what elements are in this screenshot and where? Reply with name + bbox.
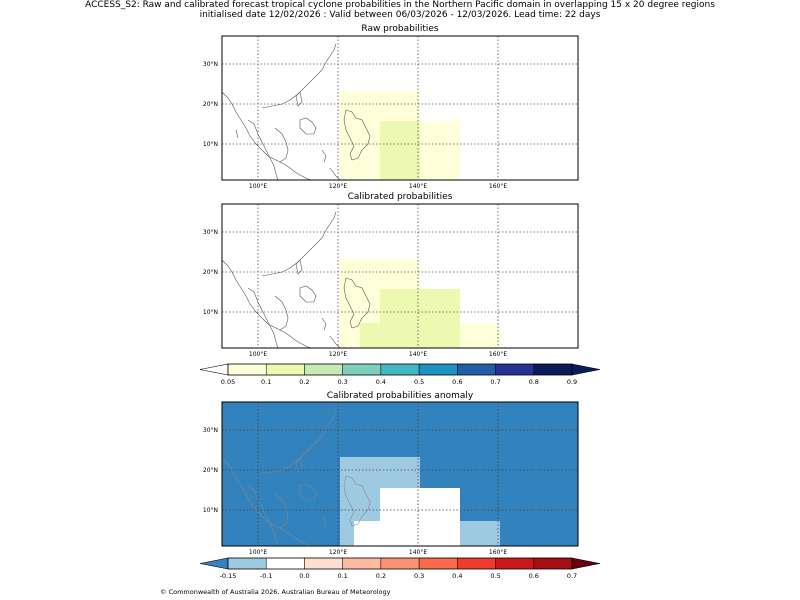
anom-colorbar-segment — [418, 557, 458, 570]
prob-colorbar-tick-label: 0.05 — [221, 378, 235, 386]
anom-colorbar-segment — [227, 557, 267, 570]
raw-lon-label: 160°E — [489, 183, 507, 190]
anom-colorbar-segment — [533, 557, 573, 570]
anom-colorbar-tick-label: 0.0 — [299, 572, 309, 580]
anom-lon-label: 100°E — [249, 549, 267, 556]
raw-lat-label: 20°N — [203, 101, 218, 108]
raw-regions — [340, 91, 460, 180]
prob-colorbar-segment — [495, 363, 535, 376]
cal-lon-label: 120°E — [329, 351, 347, 358]
anom-colorbar-segment — [457, 557, 496, 570]
prob-colorbar-segment — [380, 363, 420, 376]
anom-colorbar-tick-label: 0.3 — [414, 572, 424, 580]
prob-colorbar-over-arrow — [571, 363, 601, 376]
anom-colorbar-tick-label: 0.2 — [376, 572, 386, 580]
anomaly-region-white — [354, 521, 380, 546]
calibrated-panel-title: Calibrated probabilities — [347, 192, 453, 202]
prob-colorbar-under-arrow — [199, 363, 229, 376]
raw-lat-label: 30°N — [203, 61, 218, 68]
prob-colorbar-tick-label: 0.7 — [490, 378, 500, 386]
prob-colorbar-tick-label: 0.8 — [529, 378, 539, 386]
prob-colorbar-segment — [227, 363, 267, 376]
anom-colorbar-segments — [227, 557, 573, 570]
anomaly-region-light — [460, 521, 500, 546]
prob-colorbar-tick-label: 0.1 — [261, 378, 271, 386]
anom-lon-label: 160°E — [489, 549, 507, 556]
anom-colorbar-tick-label: 0.6 — [529, 572, 539, 580]
calibrated-map-frame — [221, 203, 579, 349]
raw-region-mid — [380, 121, 420, 180]
prob-colorbar-segment — [304, 363, 343, 376]
anom-lon-label: 120°E — [329, 549, 347, 556]
prob-colorbar-segment — [533, 363, 573, 376]
raw-lon-label: 140°E — [409, 183, 427, 190]
prob-colorbar-ticks: 0.05 0.1 0.2 0.3 0.4 0.5 0.6 0.7 0.8 0.9 — [221, 378, 577, 386]
anom-lat-label: 10°N — [203, 507, 218, 514]
prob-colorbar-segment — [418, 363, 458, 376]
cal-region-low — [460, 323, 500, 348]
calibrated-coastline — [221, 211, 371, 349]
anom-lat-label: 30°N — [203, 427, 218, 434]
prob-colorbar-tick-label: 0.2 — [299, 378, 309, 386]
anom-colorbar-segment — [342, 557, 382, 570]
prob-colorbar-segment — [265, 363, 305, 376]
probability-colorbar: 0.05 0.1 0.2 0.3 0.4 0.5 0.6 0.7 0.8 0.9 — [199, 363, 601, 386]
calibrated-gridlines — [222, 204, 578, 348]
anom-colorbar-segment — [380, 557, 420, 570]
anom-colorbar-tick-label: 0.7 — [567, 572, 577, 580]
anom-colorbar-ticks: -0.15 -0.1 0.0 0.1 0.2 0.3 0.4 0.5 0.6 0.7 — [220, 572, 578, 580]
anomaly-map-frame — [221, 401, 579, 547]
anom-lon-label: 140°E — [409, 549, 427, 556]
anom-colorbar-segment — [304, 557, 343, 570]
raw-lat-label: 10°N — [203, 141, 218, 148]
anomaly-region-white — [380, 488, 460, 546]
raw-coastline — [221, 43, 371, 181]
anom-colorbar-tick-label: -0.1 — [260, 572, 273, 580]
anomaly-gridlines — [222, 402, 578, 546]
anom-lat-label: 20°N — [203, 467, 218, 474]
cal-region-mid — [380, 289, 460, 348]
cal-lat-label: 30°N — [203, 229, 218, 236]
cal-lon-label: 100°E — [249, 351, 267, 358]
anom-colorbar-under-arrow — [199, 557, 229, 570]
raw-gridlines — [222, 36, 578, 180]
anom-colorbar-tick-label: 0.4 — [452, 572, 462, 580]
anom-colorbar-tick-label: -0.15 — [220, 572, 237, 580]
raw-lon-label: 120°E — [329, 183, 347, 190]
cal-lon-label: 140°E — [409, 351, 427, 358]
anomaly-panel-title: Calibrated probabilities anomaly — [326, 391, 474, 401]
anomaly-regions — [222, 402, 578, 546]
prob-colorbar-segment — [457, 363, 496, 376]
cal-lat-label: 20°N — [203, 269, 218, 276]
anom-colorbar-segment — [265, 557, 305, 570]
anom-colorbar-tick-label: 0.5 — [490, 572, 500, 580]
anomaly-colorbar: -0.15 -0.1 0.0 0.1 0.2 0.3 0.4 0.5 0.6 0.7 — [199, 557, 601, 580]
prob-colorbar-segment — [342, 363, 382, 376]
calibrated-regions — [340, 259, 500, 348]
raw-lon-label: 100°E — [249, 183, 267, 190]
raw-panel-title: Raw probabilities — [361, 24, 439, 34]
cal-lat-label: 10°N — [203, 309, 218, 316]
cal-lon-label: 160°E — [489, 351, 507, 358]
figure-title-line1: ACCESS_S2: Raw and calibrated forecast t… — [85, 0, 715, 10]
copyright-footer: © Commonwealth of Australia 2026, Austra… — [160, 588, 391, 596]
prob-colorbar-tick-label: 0.5 — [414, 378, 424, 386]
prob-colorbar-tick-label: 0.6 — [452, 378, 462, 386]
anomaly-coastline — [221, 409, 371, 547]
cal-region-mid — [360, 323, 380, 348]
prob-colorbar-tick-label: 0.4 — [376, 378, 386, 386]
prob-colorbar-tick-label: 0.9 — [567, 378, 577, 386]
raw-region-low — [420, 121, 460, 180]
prob-colorbar-tick-label: 0.3 — [337, 378, 347, 386]
anom-colorbar-tick-label: 0.1 — [337, 572, 347, 580]
prob-colorbar-segments — [227, 363, 573, 376]
figure-title-line2: initialised date 12/02/2026 : Valid betw… — [199, 10, 601, 20]
anom-colorbar-over-arrow — [571, 557, 601, 570]
anom-colorbar-segment — [495, 557, 535, 570]
raw-map-frame — [221, 35, 579, 181]
